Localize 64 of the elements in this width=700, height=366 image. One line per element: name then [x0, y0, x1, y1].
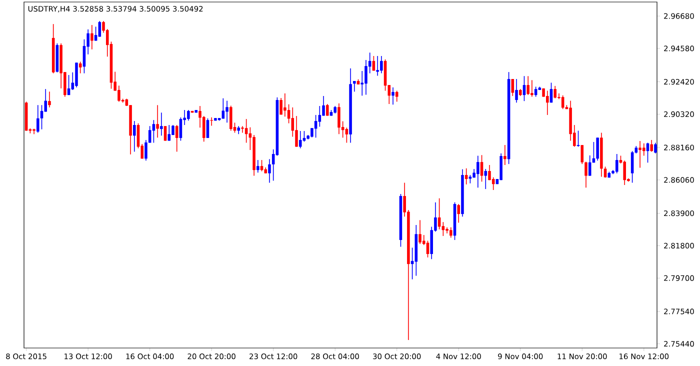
candlestick — [187, 110, 190, 122]
candlestick — [156, 104, 159, 138]
candlestick — [654, 142, 657, 154]
candlestick — [345, 127, 348, 144]
candlestick — [48, 91, 51, 108]
candlestick — [338, 102, 340, 134]
candlestick — [90, 24, 94, 50]
candlestick — [318, 106, 322, 128]
candlestick — [446, 226, 448, 234]
candlestick — [395, 90, 398, 102]
candlestick — [530, 80, 534, 98]
candlestick — [588, 155, 592, 176]
candlestick — [504, 144, 506, 166]
candlestick — [534, 86, 538, 98]
candlestick — [630, 150, 634, 184]
candlestick — [642, 142, 646, 156]
candlestick — [179, 117, 182, 142]
candlestick — [623, 160, 626, 186]
candlestick — [168, 124, 171, 142]
candlestick — [476, 155, 480, 188]
candlestick — [596, 137, 599, 162]
candlestick — [554, 86, 556, 99]
candlestick — [118, 85, 120, 102]
candlestick — [576, 130, 580, 148]
candlestick — [133, 120, 136, 152]
candlestick — [295, 116, 298, 148]
candlestick — [256, 160, 260, 174]
candlestick — [580, 144, 584, 164]
candlestick — [280, 98, 282, 116]
candlestick — [450, 226, 452, 238]
candlestick — [206, 118, 210, 138]
candlestick — [515, 78, 518, 104]
candlestick — [522, 76, 526, 102]
candlestick — [244, 118, 248, 144]
candlestick — [650, 140, 653, 152]
candlestick — [36, 104, 40, 134]
candlestick — [638, 140, 642, 168]
candlestick — [160, 112, 163, 136]
candlestick — [376, 56, 379, 76]
candlestick — [241, 126, 244, 134]
candlestick — [584, 161, 588, 188]
candlestick — [364, 60, 368, 96]
candlestick — [488, 164, 491, 180]
candlestick — [175, 124, 178, 152]
candlestick — [480, 154, 484, 182]
candlestick — [418, 220, 422, 244]
candlestick — [298, 130, 302, 149]
candlestick — [484, 168, 488, 190]
candlestick — [353, 80, 356, 92]
candlestick — [546, 90, 549, 116]
candlestick — [229, 105, 232, 132]
candlestick — [615, 154, 618, 174]
candlestick — [426, 240, 430, 258]
candlestick — [392, 86, 394, 106]
candlestick — [40, 104, 44, 130]
candlestick — [144, 140, 148, 162]
candlestick — [526, 76, 530, 96]
candlestick — [284, 92, 286, 118]
candlestick — [226, 100, 228, 124]
candlestick — [457, 204, 460, 224]
candlestick — [75, 62, 78, 88]
candlestick — [268, 158, 271, 184]
candlestick — [222, 98, 225, 120]
candlestick — [380, 56, 383, 74]
